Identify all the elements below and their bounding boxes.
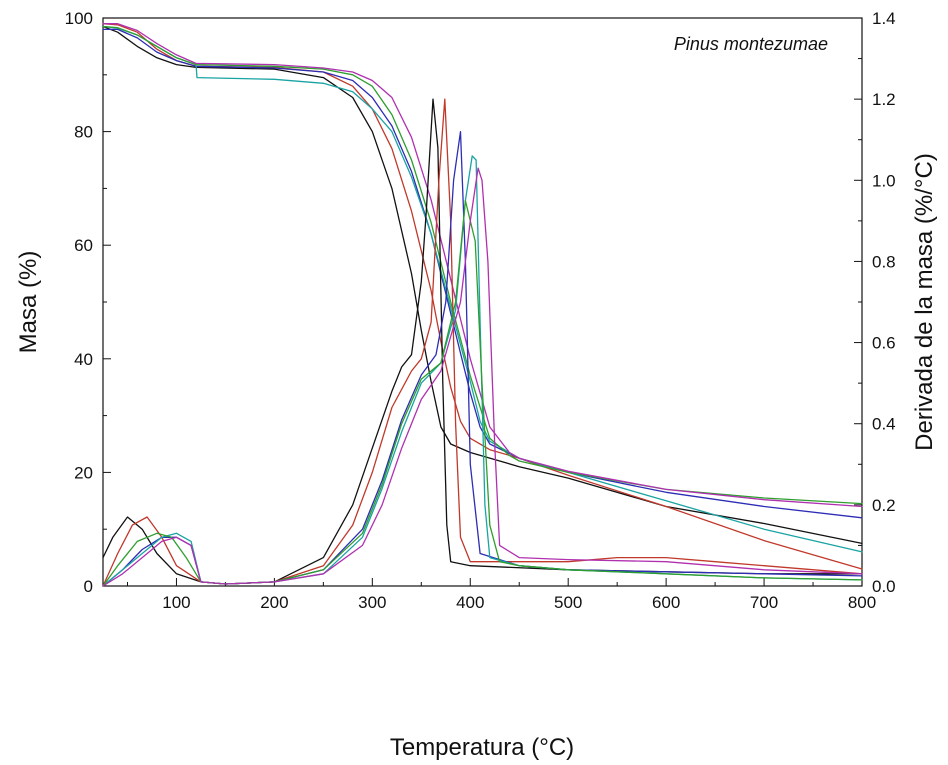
y-left-tick-label: 40 <box>74 350 93 369</box>
y-left-tick-label: 0 <box>84 577 93 596</box>
y-right-tick-label: 0.6 <box>872 334 896 353</box>
dtg-series-line-9 <box>102 155 863 587</box>
tg-series-line-1 <box>102 23 863 570</box>
x-tick-label: 500 <box>554 593 582 612</box>
y-left-tick-label: 100 <box>65 9 93 28</box>
tg-series-line-2 <box>102 28 863 519</box>
x-tick-label: 700 <box>750 593 778 612</box>
x-tick-label: 200 <box>260 593 288 612</box>
x-tick-label: 100 <box>162 593 190 612</box>
x-tick-label: 400 <box>456 593 484 612</box>
dtg-series-line-10 <box>102 199 863 587</box>
dtg-series-line-6 <box>102 98 863 585</box>
y-axis-title-left: Masa (%) <box>15 251 42 354</box>
tg-series-line-0 <box>102 25 863 545</box>
y-axis-title-right: Derivada de la masa (%/°C) <box>911 153 938 451</box>
y-left-tick-label: 20 <box>74 463 93 482</box>
y-right-tick-label: 1.2 <box>872 90 896 109</box>
ticks-layer: 100 200 300 400 500 600 700 800 0 20 40 60 80 100 0.0 0… <box>65 9 896 612</box>
y-right-tick-label: 1.4 <box>872 9 896 28</box>
y-right-tick-label: 0.4 <box>872 415 896 434</box>
tg-series-line-4 <box>102 25 863 505</box>
chart-annotation: Pinus montezumae <box>674 34 828 54</box>
x-tick-label: 600 <box>652 593 680 612</box>
y-left-tick-label: 80 <box>74 123 93 142</box>
tg-series-line-3 <box>102 25 863 553</box>
y-right-tick-label: 0.2 <box>872 496 896 515</box>
x-axis-title: Temperatura (°C) <box>390 734 574 761</box>
x-tick-label: 800 <box>848 593 876 612</box>
dtg-series-line-8 <box>102 130 863 587</box>
y-right-tick-label: 0.0 <box>872 577 896 596</box>
dtg-series-line-7 <box>102 98 863 587</box>
dtg-series-line-11 <box>102 167 863 587</box>
x-tick-label: 300 <box>358 593 386 612</box>
plot-frame <box>102 17 863 587</box>
y-left-tick-label: 60 <box>74 236 93 255</box>
y-right-tick-label: 1.0 <box>872 171 896 190</box>
tg-series-line-5 <box>102 23 863 508</box>
series-layer <box>102 23 863 587</box>
y-right-tick-label: 0.8 <box>872 252 896 271</box>
